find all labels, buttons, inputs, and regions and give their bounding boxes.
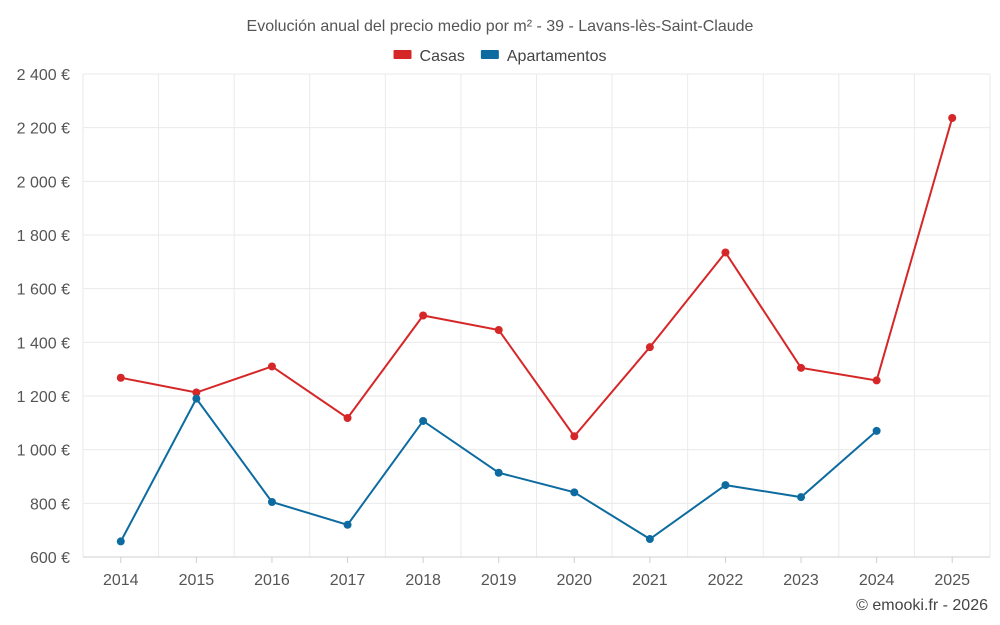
credit-text: © emooki.fr - 2026: [856, 597, 988, 614]
data-point-casas[interactable]: [494, 325, 503, 334]
legend-item-apartamentos[interactable]: Apartamentos: [480, 48, 607, 65]
y-tick-label: 2 400 €: [17, 67, 70, 84]
data-point-apartamentos[interactable]: [570, 488, 579, 497]
data-point-casas[interactable]: [419, 311, 428, 320]
x-tick-label: 2015: [179, 572, 215, 589]
data-point-apartamentos[interactable]: [192, 394, 201, 403]
data-point-casas[interactable]: [872, 376, 881, 385]
x-tick-label: 2014: [103, 572, 139, 589]
data-point-apartamentos[interactable]: [343, 520, 352, 529]
legend-swatch: [393, 50, 412, 59]
data-point-apartamentos[interactable]: [797, 493, 806, 502]
data-point-casas[interactable]: [192, 388, 201, 397]
legend: Casas Apartamentos: [393, 48, 607, 65]
x-tick-label: 2024: [859, 572, 895, 589]
data-point-apartamentos[interactable]: [721, 481, 730, 490]
legend-label: Casas: [420, 48, 465, 65]
data-point-casas[interactable]: [343, 414, 352, 423]
data-point-casas[interactable]: [645, 343, 654, 352]
x-tick-label: 2021: [632, 572, 668, 589]
data-point-apartamentos[interactable]: [267, 497, 276, 506]
axes: 600 € 800 € 1 000 € 1 200 € 1 400 € 1 600 € 1 …: [17, 67, 990, 589]
series-layer: [116, 114, 957, 546]
data-point-casas[interactable]: [116, 373, 125, 382]
series-apartamentos: [116, 394, 881, 546]
data-point-apartamentos[interactable]: [872, 426, 881, 435]
data-point-apartamentos[interactable]: [116, 537, 125, 546]
y-tick-label: 1 400 €: [17, 335, 70, 352]
y-tick-label: 800 €: [30, 496, 70, 513]
legend-label: Apartamentos: [507, 48, 607, 65]
y-tick-label: 2 000 €: [17, 174, 70, 191]
x-tick-label: 2025: [934, 572, 970, 589]
data-point-apartamentos[interactable]: [419, 416, 428, 425]
x-tick-label: 2023: [783, 572, 819, 589]
y-tick-label: 1 800 €: [17, 228, 70, 245]
data-point-apartamentos[interactable]: [645, 535, 654, 544]
x-tick-label: 2022: [708, 572, 744, 589]
x-tick-label: 2016: [254, 572, 290, 589]
chart-title: Evolución anual del precio medio por m² …: [247, 18, 754, 35]
data-point-casas[interactable]: [570, 432, 579, 441]
y-tick-label: 1 600 €: [17, 282, 70, 299]
x-tick-label: 2020: [556, 572, 592, 589]
grid: [82, 73, 991, 557]
x-tick-label: 2018: [405, 572, 441, 589]
x-tick-label: 2017: [330, 572, 366, 589]
data-point-casas[interactable]: [797, 363, 806, 372]
y-tick-label: 1 000 €: [17, 443, 70, 460]
x-tick-label: 2019: [481, 572, 517, 589]
series-line-casas: [120, 117, 954, 438]
y-tick-label: 600 €: [30, 550, 70, 567]
legend-swatch: [480, 50, 499, 59]
data-point-casas[interactable]: [267, 362, 276, 371]
data-point-apartamentos[interactable]: [494, 468, 503, 477]
data-point-casas[interactable]: [948, 114, 957, 123]
y-tick-label: 2 200 €: [17, 121, 70, 138]
legend-item-casas[interactable]: Casas: [393, 48, 465, 65]
series-casas: [116, 114, 957, 441]
y-tick-label: 1 200 €: [17, 389, 70, 406]
data-point-casas[interactable]: [721, 248, 730, 257]
